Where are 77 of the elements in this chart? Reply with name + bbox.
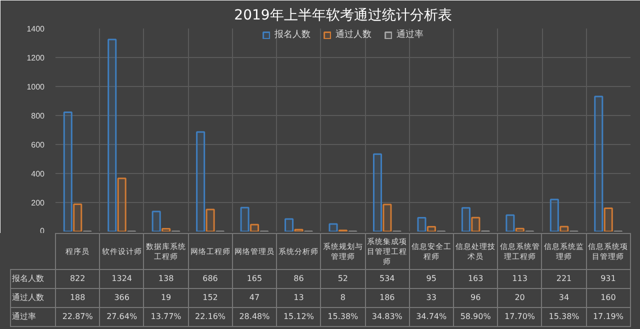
data-label: 13 — [276, 288, 321, 308]
bar — [471, 216, 480, 232]
data-label: 188 — [56, 288, 100, 308]
data-label: 33 — [409, 288, 454, 308]
bar — [284, 218, 294, 232]
data-label: 165 — [232, 270, 277, 288]
data-label: 95 — [409, 270, 454, 288]
legend-label: 通过率 — [396, 28, 424, 41]
bar — [162, 228, 171, 232]
bar — [206, 208, 215, 232]
data-label: 96 — [453, 288, 498, 308]
y-tick-label: 200 — [31, 198, 46, 208]
bar — [417, 216, 426, 232]
data-label: 686 — [188, 270, 232, 288]
bar — [73, 203, 82, 232]
data-label: 15.38% — [320, 308, 366, 326]
y-tick-label: 400 — [31, 170, 46, 178]
bar — [426, 226, 436, 232]
data-label: 15.38% — [542, 308, 586, 326]
bar — [594, 96, 604, 232]
data-label: 186 — [365, 288, 410, 308]
data-label: 27.64% — [100, 308, 144, 326]
bar — [550, 198, 559, 232]
data-label: 160 — [586, 288, 630, 308]
bar — [560, 226, 569, 232]
data-label: 113 — [498, 270, 542, 288]
legend-label: 通过人数 — [336, 28, 372, 41]
data-label: 34.74% — [409, 308, 454, 326]
data-label: 163 — [453, 270, 498, 288]
bar — [250, 224, 260, 232]
data-label: 34 — [542, 288, 586, 308]
data-label: 138 — [144, 270, 188, 288]
bar — [515, 228, 524, 232]
data-label: 17.70% — [498, 308, 542, 326]
data-label: 28.48% — [232, 308, 277, 326]
data-label: 822 — [56, 270, 100, 288]
data-label: 47 — [232, 288, 277, 308]
data-label: 20 — [498, 288, 542, 308]
bar — [152, 210, 161, 232]
legend-label: 报名人数 — [274, 28, 310, 41]
data-label: 152 — [188, 288, 232, 308]
bar — [328, 223, 338, 232]
chart-title: 2019年上半年软考通过统计分析表 — [234, 8, 452, 24]
data-label: 8 — [320, 288, 366, 308]
bar — [604, 208, 613, 232]
data-label: 52 — [320, 270, 366, 288]
text: 通过率 — [12, 312, 36, 322]
data-label: 221 — [542, 270, 586, 288]
data-label: 1324 — [100, 270, 144, 288]
bar — [382, 204, 392, 232]
data-label: 17.19% — [586, 308, 630, 326]
bar — [63, 112, 72, 232]
bar — [240, 206, 250, 232]
y-tick-label: 600 — [31, 140, 46, 150]
y-tick-label: 800 — [31, 112, 46, 120]
y-tick-label: 1200 — [26, 54, 46, 62]
data-label: 86 — [276, 270, 321, 288]
y-tick-label: 1400 — [26, 24, 46, 34]
bar — [372, 153, 382, 232]
data-label: 58.90% — [453, 308, 498, 326]
data-label: 13.77% — [144, 308, 188, 326]
data-label: 22.87% — [56, 308, 100, 326]
data-label: 534 — [365, 270, 410, 288]
text: 报名人数 — [12, 274, 44, 284]
bar — [117, 178, 126, 232]
data-label: 366 — [100, 288, 144, 308]
text: 通过人数 — [12, 293, 44, 302]
bar — [196, 131, 206, 232]
data-label: 22.16% — [188, 308, 232, 326]
data-label: 931 — [586, 270, 630, 288]
data-label: 34.83% — [365, 308, 410, 326]
bar — [506, 214, 515, 232]
data-label: 15.12% — [276, 308, 321, 326]
bar — [108, 38, 117, 232]
data-label: 19 — [144, 288, 188, 308]
y-tick-label: 1000 — [26, 82, 46, 92]
bar — [461, 207, 470, 232]
